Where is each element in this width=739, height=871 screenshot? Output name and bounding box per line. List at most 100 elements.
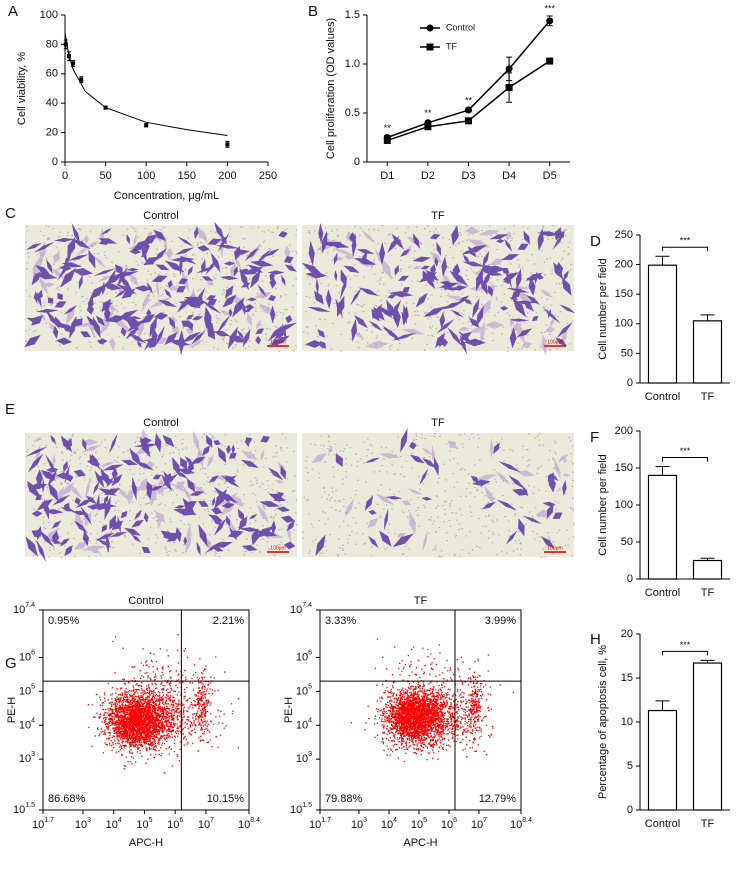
tick-base: 10 bbox=[19, 651, 31, 663]
y-axis-label: PE-H bbox=[6, 697, 18, 723]
marker bbox=[424, 123, 432, 131]
x-tick-label: Control bbox=[645, 818, 680, 830]
x-tick-label: TF bbox=[701, 587, 715, 599]
panel-letter: G bbox=[5, 655, 17, 672]
tick-label: 103 bbox=[75, 817, 91, 831]
tick-exponent: 4 bbox=[118, 817, 122, 824]
y-tick-label: 5 bbox=[627, 760, 633, 772]
image-title: Control bbox=[143, 417, 178, 429]
y-tick-label: 10 bbox=[621, 716, 633, 728]
tick-exponent: 1.7 bbox=[321, 817, 331, 824]
tick-exponent: 7.4 bbox=[302, 602, 312, 609]
tick-label: 105 bbox=[19, 683, 35, 697]
quadrant-percent: 3.33% bbox=[325, 615, 356, 627]
error-bar bbox=[700, 314, 715, 321]
marker bbox=[546, 17, 554, 25]
marker bbox=[505, 84, 513, 92]
tick-exponent: 5 bbox=[308, 683, 312, 690]
data-point bbox=[144, 123, 149, 128]
error-bar bbox=[655, 466, 670, 476]
quadrant-percent: 86.68% bbox=[48, 793, 86, 805]
y-tick-label: 50 bbox=[621, 347, 633, 359]
scale-bar-label: 100μm bbox=[547, 545, 562, 551]
tick-base: 10 bbox=[198, 819, 210, 831]
tick-label: 104 bbox=[19, 717, 35, 731]
fit-curve bbox=[64, 32, 228, 137]
x-tick-label: Control bbox=[645, 391, 680, 403]
tick-label: 106 bbox=[296, 649, 312, 663]
tick-label: 104 bbox=[296, 717, 312, 731]
plot-title: Control bbox=[128, 595, 163, 607]
tick-exponent: 5 bbox=[31, 683, 35, 690]
error-bar bbox=[655, 700, 670, 711]
tick-label: 104 bbox=[106, 817, 122, 831]
tick-label: 107.4 bbox=[290, 602, 312, 616]
tick-label: 103 bbox=[351, 817, 367, 831]
x-tick-label: TF bbox=[701, 391, 715, 403]
tick-base: 10 bbox=[13, 604, 25, 616]
marker bbox=[383, 136, 391, 144]
y-axis-label: PE-H bbox=[283, 697, 295, 723]
tick-base: 10 bbox=[106, 819, 118, 831]
tick-base: 10 bbox=[510, 819, 522, 831]
tick-label: 101.7 bbox=[309, 817, 331, 831]
tick-base: 10 bbox=[309, 819, 321, 831]
event-cloud bbox=[87, 634, 240, 774]
y-tick-label: 250 bbox=[615, 229, 633, 241]
panel-letter: A bbox=[8, 3, 18, 20]
x-tick-label: TF bbox=[701, 818, 715, 830]
x-tick-label: 100 bbox=[137, 170, 155, 182]
tick-exponent: 5 bbox=[423, 817, 427, 824]
y-tick-label: 0 bbox=[627, 573, 633, 585]
tick-base: 10 bbox=[296, 719, 308, 731]
tick-label: 106 bbox=[441, 817, 457, 831]
tick-exponent: 3 bbox=[308, 751, 312, 758]
panel-letter: D bbox=[590, 233, 601, 250]
tick-base: 10 bbox=[411, 819, 423, 831]
tick-base: 10 bbox=[296, 685, 308, 697]
tick-exponent: 8.4 bbox=[522, 817, 532, 824]
tick-base: 10 bbox=[19, 719, 31, 731]
bar bbox=[692, 662, 723, 811]
y-tick-label: 0 bbox=[354, 156, 360, 168]
marker bbox=[426, 24, 434, 32]
micrograph-cells bbox=[24, 221, 298, 355]
x-tick-label: Control bbox=[645, 587, 680, 599]
micrograph-cells-faint bbox=[33, 428, 292, 556]
y-tick-label: 0 bbox=[52, 156, 58, 168]
tick-label: 108.4 bbox=[238, 817, 260, 831]
tick-base: 10 bbox=[471, 819, 483, 831]
image-title: TF bbox=[431, 417, 445, 429]
quadrant-percent: 0.95% bbox=[48, 615, 79, 627]
y-tick-label: 20 bbox=[46, 127, 58, 139]
tick-base: 10 bbox=[381, 819, 393, 831]
quadrant-percent: 10.15% bbox=[207, 793, 245, 805]
marker bbox=[465, 117, 472, 125]
tick-exponent: 6 bbox=[179, 817, 183, 824]
plot-title: TF bbox=[414, 595, 428, 607]
x-tick-label: D2 bbox=[421, 170, 435, 182]
panel-letter: B bbox=[308, 3, 318, 20]
tick-exponent: 6 bbox=[31, 649, 35, 656]
bar bbox=[692, 320, 723, 384]
micrograph-background bbox=[302, 433, 574, 557]
x-axis-label: APC-H bbox=[403, 837, 437, 849]
tick-base: 10 bbox=[136, 819, 148, 831]
image-title: TF bbox=[431, 210, 445, 222]
x-tick-label: 150 bbox=[178, 170, 196, 182]
tick-exponent: 7 bbox=[210, 817, 214, 824]
tick-exponent: 3 bbox=[31, 751, 35, 758]
significance-label: *** bbox=[544, 3, 555, 13]
event-cloud bbox=[350, 638, 514, 763]
panel-letter: H bbox=[590, 631, 601, 648]
x-tick-label: 250 bbox=[259, 170, 277, 182]
tick-base: 10 bbox=[13, 804, 25, 816]
legend-label: TF bbox=[446, 41, 457, 51]
x-tick-label: 50 bbox=[99, 170, 111, 182]
tick-exponent: 8.4 bbox=[250, 817, 260, 824]
x-tick-label: 200 bbox=[218, 170, 236, 182]
data-point bbox=[79, 77, 84, 82]
tick-label: 106 bbox=[167, 817, 183, 831]
tick-base: 10 bbox=[19, 685, 31, 697]
y-axis-label: Cell number per field bbox=[597, 454, 609, 556]
